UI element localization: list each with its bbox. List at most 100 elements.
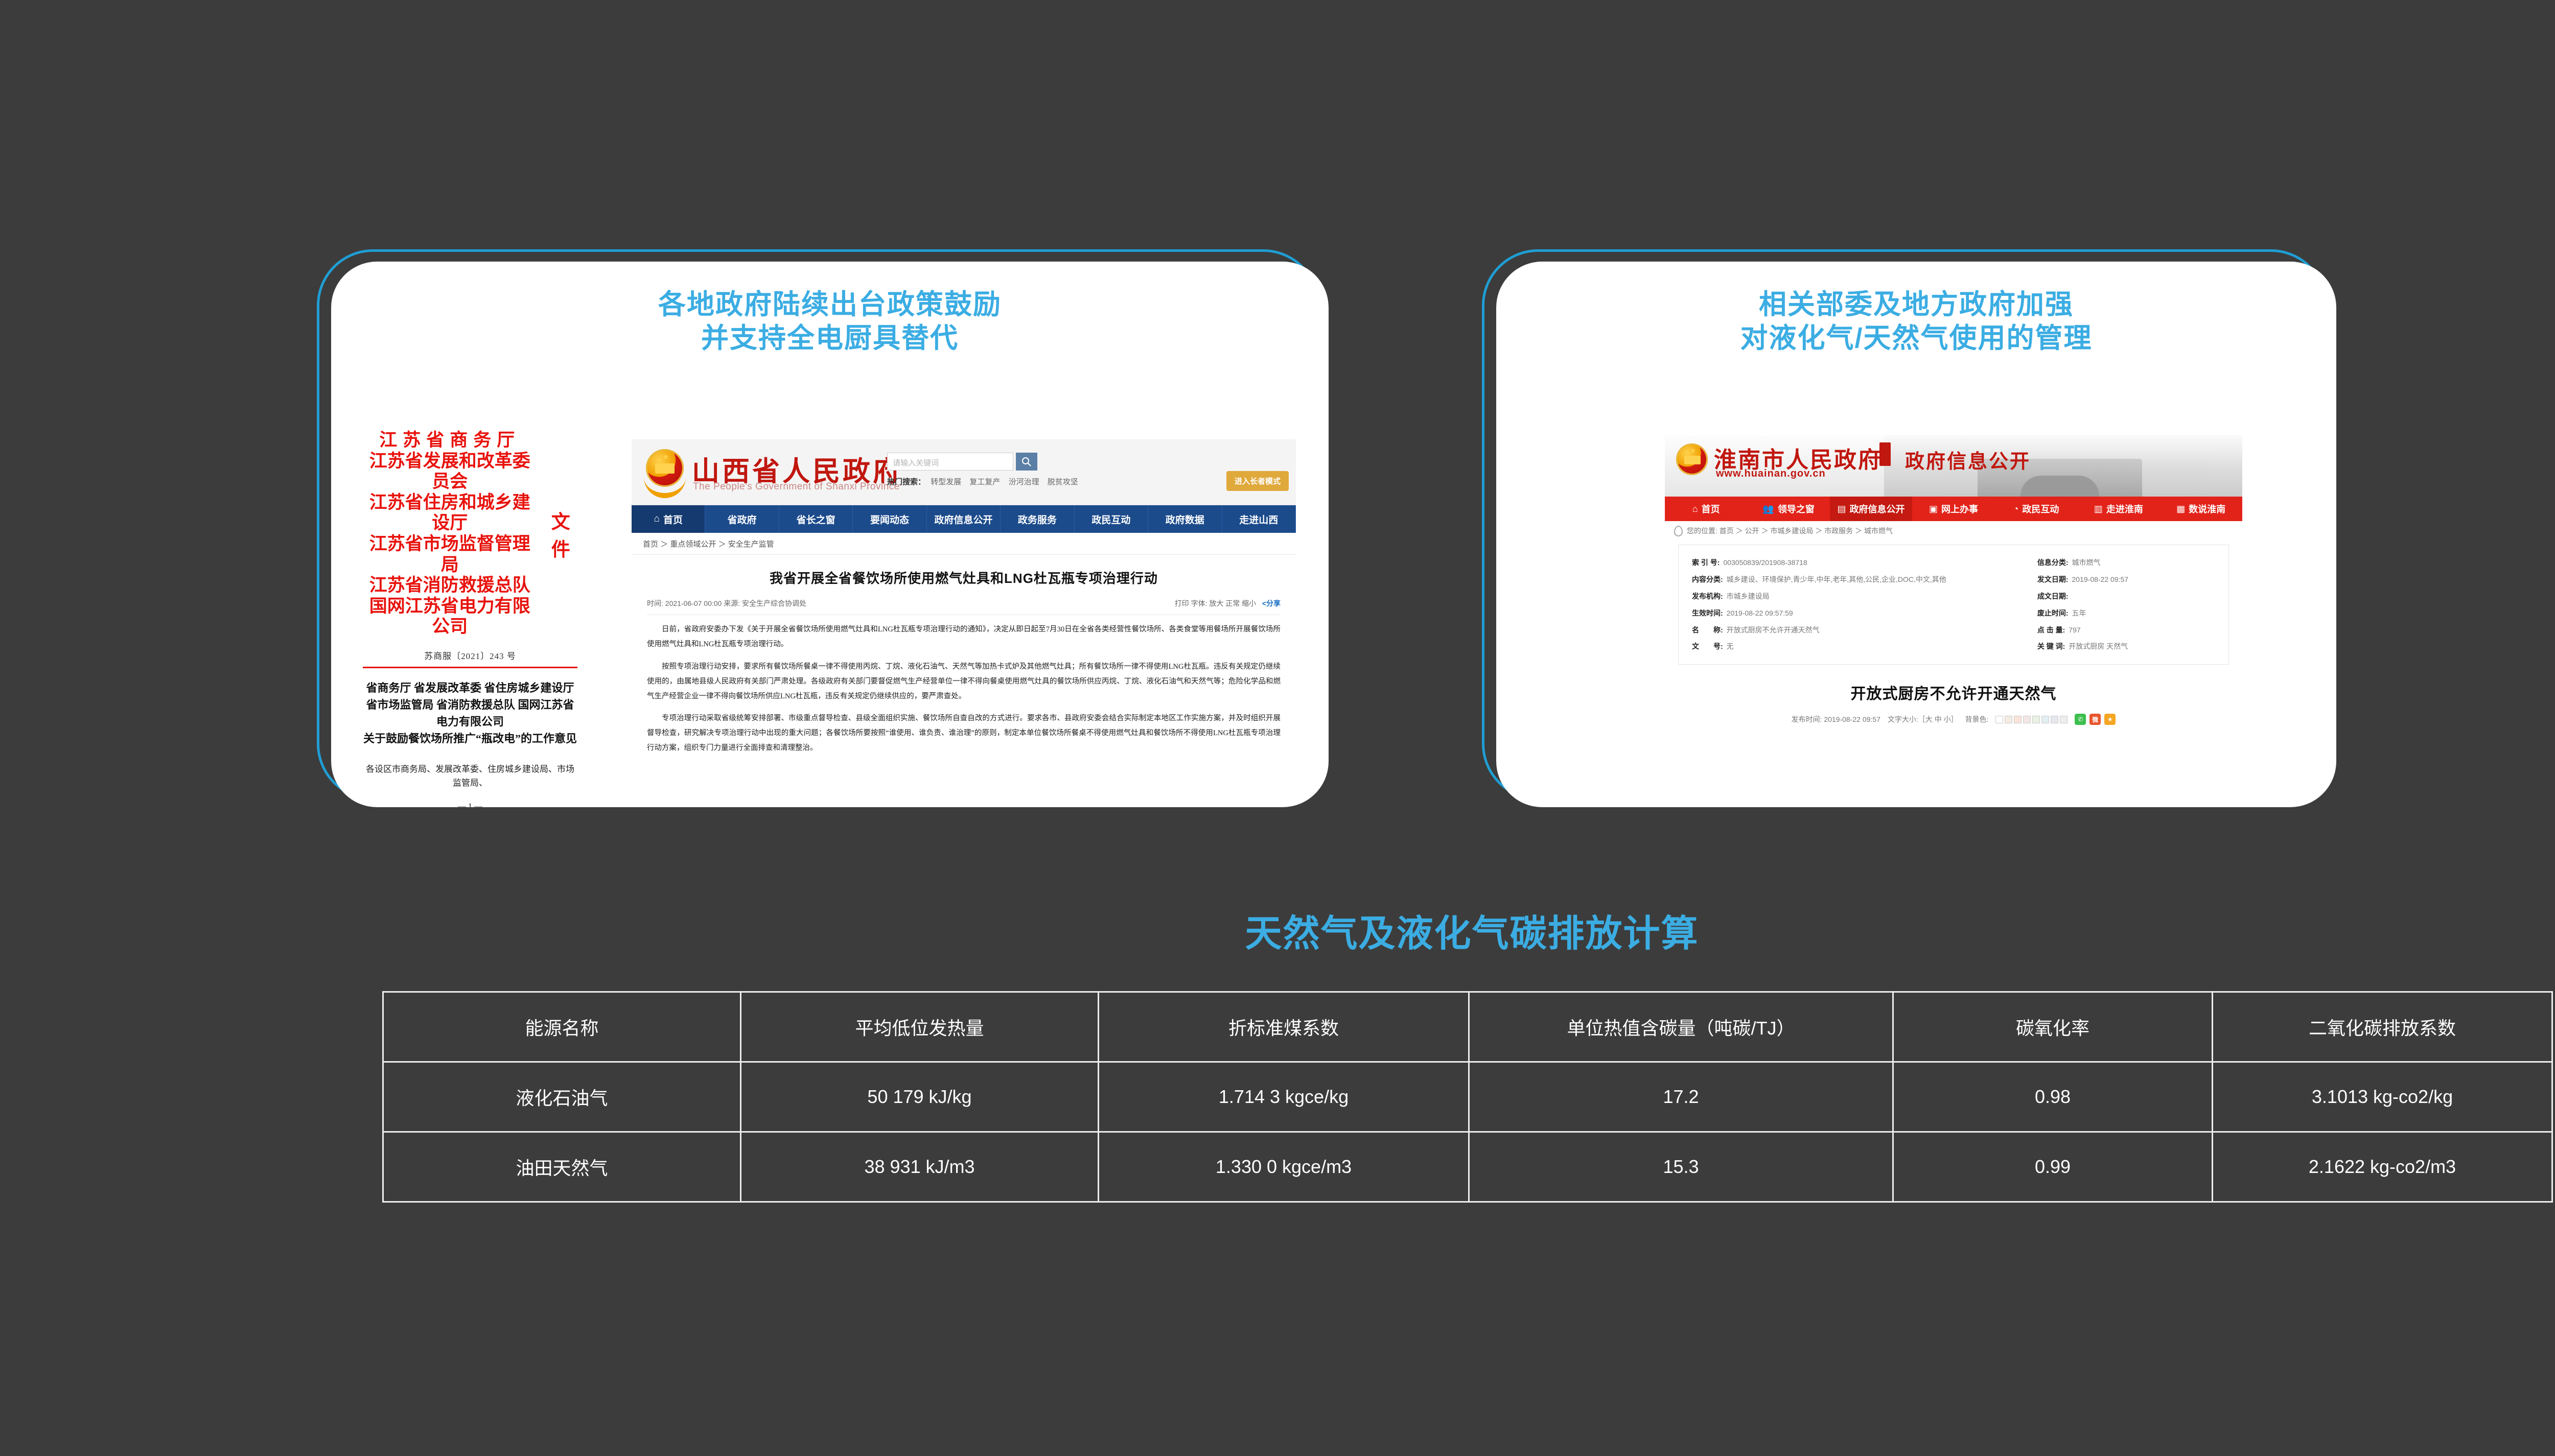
breadcrumb: 首页 ＞ 重点领域公开 ＞ 安全生产监管 (632, 533, 1296, 555)
table-row: 油田天然气 38 931 kJ/m3 1.330 0 kgce/m3 15.3 … (382, 1131, 2553, 1203)
huainan-gov-webpage: ★ 淮南市人民政府 www.huainan.gov.cn 政府信息公开 ⌂ 首页… (1665, 435, 2242, 801)
section-title: 天然气及液化气碳排放计算 (1245, 913, 1699, 954)
article-paragraph: 按照专项治理行动安排，要求所有餐饮场所餐桌一律不得使用丙烷、丁烷、液化石油气、天… (647, 662, 1281, 700)
table-cell: 15.3 (1468, 1131, 1894, 1203)
nav-item-home[interactable]: ⌂ 首页 (1692, 503, 1720, 515)
table-cell: 50 179 kJ/kg (740, 1061, 1099, 1133)
article-paragraph: 专项治理行动采取省级统筹安排部署、市级重点督导检查、县级全面组织实施、餐饮场所自… (647, 714, 1281, 752)
red-header-document: 江苏省商务厅 江苏省发展和改革委员会 江苏省住房和城乡建设厅 江苏省市场监督管理… (363, 430, 577, 807)
article-subbar: 发布时间: 2019-08-22 09:57 文字大小:［大 中 小］ 背景色:… (1665, 714, 2242, 725)
card-surface: 相关部委及地方政府加强 对液化气/天然气使用的管理 ★ 淮南市人民政府 www.… (1496, 262, 2336, 807)
table-header-row: 能源名称 平均低位发热量 折标准煤系数 单位热值含碳量（吨碳/TJ） 碳氧化率 … (382, 991, 2553, 1063)
metadata-row: 信息分类: 城市燃气 (2037, 558, 2101, 567)
nav-item[interactable]: 走进山西 (1222, 505, 1296, 533)
nav-item-home[interactable]: ⌂ 首页 (632, 505, 706, 533)
column-header: 二氧化碳排放系数 (2212, 991, 2553, 1063)
book-icon: ▥ (2094, 503, 2103, 514)
share-button[interactable]: <分享 (1262, 599, 1281, 607)
chart-icon: ▦ (2176, 503, 2186, 514)
card-title-left: 各地政府陆续出台政策鼓励 并支持全电厨具替代 (658, 289, 1002, 354)
nav-item[interactable]: 政府信息公开 (927, 505, 1001, 533)
hot-search-item[interactable]: 转型发展 (931, 478, 962, 486)
organization-list: 江苏省商务厅 江苏省发展和改革委员会 江苏省住房和城乡建设厅 江苏省市场监督管理… (369, 430, 530, 637)
column-header: 单位热值含碳量（吨碳/TJ） (1468, 991, 1894, 1063)
policy-card-right: 相关部委及地方政府加强 对液化气/天然气使用的管理 ★ 淮南市人民政府 www.… (1482, 249, 2336, 807)
national-emblem-icon: ★ (1674, 441, 1711, 481)
nav-item[interactable]: ▦ 数说淮南 (2176, 503, 2226, 515)
table-cell: 1.330 0 kgce/m3 (1098, 1131, 1470, 1203)
city-gate-photo (1884, 435, 2242, 497)
site-nav: ⌂ 首页 省政府 省长之窗 要闻动态 政府信息公开 政务服务 政民互动 政府数据… (632, 505, 1296, 533)
nav-item[interactable]: 政民互动 (1075, 505, 1149, 533)
metadata-row: 发文日期: 2019-08-22 09:57 (2037, 575, 2129, 583)
nav-item-active[interactable]: ▤ 政府信息公开 (1829, 497, 1913, 521)
card-surface: 各地政府陆续出台政策鼓励 并支持全电厨具替代 江苏省商务厅 江苏省发展和改革委员… (331, 262, 1329, 807)
metadata-row: 名 称: 开放式厨房不允许开通天然气 (1692, 625, 1820, 634)
article-meta-right: 打印 字体: 放大 正常 缩小 <分享 (1174, 599, 1281, 607)
site-name-english: The People's Government of Shanxi Provin… (693, 481, 900, 492)
search-placeholder: 请输入关键词 (893, 459, 939, 467)
metadata-row: 点 击 量: 797 (2037, 625, 2081, 634)
table-cell: 0.99 (1892, 1131, 2213, 1203)
card-title-right: 相关部委及地方政府加强 对液化气/天然气使用的管理 (1740, 289, 2093, 354)
site-name: 淮南市人民政府 (1714, 448, 1882, 473)
nav-item[interactable]: ▣ 网上办事 (1929, 503, 1978, 515)
metadata-row: 发布机构: 市城乡建设局 (1692, 592, 1770, 600)
nav-item[interactable]: 👥 领导之窗 (1762, 503, 1815, 515)
wechat-icon: ✆ (2075, 714, 2086, 725)
monitor-icon: ▣ (1929, 503, 1938, 514)
metadata-row: 索 引 号: 003050839/201908-38718 (1692, 558, 1807, 567)
chat-icon: ◔ (2013, 503, 2019, 514)
banner-title: 政府信息公开 (1905, 451, 2031, 473)
shanxi-gov-webpage: ★ 山西省人民政府 The People's Government of Sha… (632, 439, 1296, 797)
column-header: 碳氧化率 (1892, 991, 2213, 1063)
hot-search-item[interactable]: 汾河治理 (1008, 478, 1039, 486)
site-name: 山西省人民政府 (692, 456, 903, 487)
hot-search-item[interactable]: 脱贫攻坚 (1047, 478, 1078, 486)
document-title: 省商务厅 省发展改革委 省住房城乡建设厅 省市场监管局 省消防救援总队 国网江苏… (363, 681, 577, 745)
table-cell: 17.2 (1468, 1061, 1894, 1133)
national-emblem-icon: ★ (643, 446, 687, 498)
column-header: 能源名称 (382, 991, 741, 1063)
background-color-swatches[interactable] (1995, 715, 2068, 723)
table-cell: 1.714 3 kgce/kg (1098, 1061, 1470, 1133)
metadata-left-column: 索 引 号: 003050839/201908-38718 内容分类: 城乡建设… (1692, 554, 2037, 655)
search-input[interactable]: 请输入关键词 (887, 453, 1013, 471)
nav-item[interactable]: 政务服务 (1001, 505, 1075, 533)
article-meta-left: 时间: 2021-06-07 00:00 来源: 安全生产综合协调处 (647, 599, 806, 607)
elder-mode-button[interactable]: 进入长者模式 (1226, 471, 1289, 491)
nav-item[interactable]: 省长之窗 (779, 505, 853, 533)
metadata-row: 生效时间: 2019-08-22 09:57:59 (1692, 608, 1793, 617)
table-row: 液化石油气 50 179 kJ/kg 1.714 3 kgce/kg 17.2 … (382, 1061, 2553, 1133)
nav-item[interactable]: 政府数据 (1148, 505, 1222, 533)
metadata-row: 废止时间: 五年 (2037, 608, 2086, 617)
document-badge: 文件 (551, 511, 570, 560)
metadata-row: 关 键 词: 开放式厨房 天然气 (2037, 642, 2128, 651)
metadata-row: 内容分类: 城乡建设、环境保护,青少年,中年,老年,其他,公民,企业,DOC,中… (1692, 575, 1946, 583)
article-title: 开放式厨房不允许开通天然气 (1850, 686, 2057, 703)
share-icons[interactable]: ✆ 微 ★ (2075, 714, 2116, 725)
table-cell: 0.98 (1892, 1061, 2213, 1133)
table-cell: 2.1622 kg-co2/m3 (2212, 1131, 2553, 1203)
nav-item[interactable]: 省政府 (705, 505, 779, 533)
favorite-icon: ★ (2104, 714, 2116, 725)
publish-time: 发布时间: 2019-08-22 09:57 (1791, 715, 1880, 724)
nav-item[interactable]: ▥ 走进淮南 (2094, 503, 2143, 515)
site-header: ★ 淮南市人民政府 www.huainan.gov.cn 政府信息公开 (1665, 435, 2242, 497)
hot-search-bar: 热门搜索： 转型发展 复工复产 汾河治理 脱贫攻坚 (887, 476, 1084, 487)
nav-item[interactable]: 要闻动态 (853, 505, 927, 533)
hot-search-item[interactable]: 复工复产 (969, 478, 1001, 486)
document-page-number: — 1 — (458, 802, 482, 807)
article-title: 我省开展全省餐饮场所使用燃气灶具和LNG杜瓦瓶专项治理行动 (770, 571, 1158, 586)
issuing-organizations: 江苏省商务厅 江苏省发展和改革委员会 江苏省住房和城乡建设厅 江苏省市场监督管理… (363, 430, 577, 638)
document-number: 苏商服〔2021〕243 号 (424, 651, 516, 661)
search-button[interactable] (1016, 453, 1037, 471)
document-addressee: 各设区市商务局、发展改革委、住房城乡建设局、市场监管局、 (366, 764, 574, 788)
table-cell: 38 931 kJ/m3 (740, 1131, 1099, 1203)
hot-search-label: 热门搜索： (887, 478, 926, 486)
home-icon: ⌂ (1692, 503, 1698, 514)
nav-item[interactable]: ◔ 政民互动 (2013, 503, 2059, 515)
site-url: www.huainan.gov.cn (1716, 468, 1826, 479)
font-size-control[interactable]: 文字大小:［大 中 小］ (1887, 715, 1958, 724)
